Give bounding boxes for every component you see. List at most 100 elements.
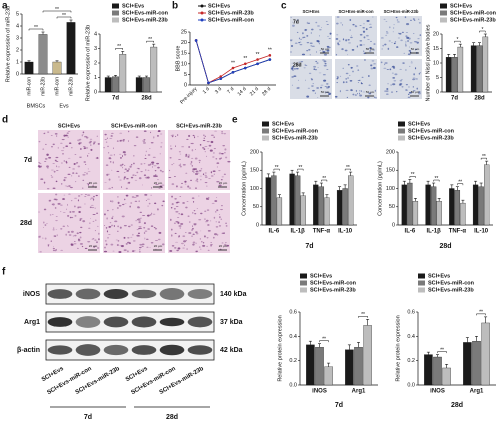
cell [175, 205, 179, 207]
cell [299, 41, 302, 43]
lane-label: SCI+Evs [41, 366, 66, 384]
y-tick-label: 50 [389, 204, 395, 210]
cell [72, 172, 75, 175]
cell [43, 133, 45, 135]
cell [158, 188, 161, 189]
cell [363, 50, 365, 52]
significance-bracket [273, 168, 280, 171]
cell [55, 160, 57, 162]
cell [52, 227, 55, 229]
legend-label: SCI+Evs [450, 3, 472, 9]
cell [409, 42, 413, 44]
cell [225, 225, 228, 227]
cell [291, 67, 294, 70]
cell [127, 140, 130, 142]
cell [351, 49, 355, 51]
cell [394, 73, 398, 76]
cell [391, 42, 393, 43]
legend-swatch [398, 128, 405, 134]
cell [140, 163, 143, 165]
cell [386, 87, 389, 91]
cell [202, 173, 205, 176]
cell [171, 245, 175, 247]
cell [121, 215, 125, 218]
significance-label: ** [268, 48, 272, 54]
blot-band [103, 316, 129, 328]
cell [46, 188, 50, 190]
y-axis-label: Number of Nissl positive bodies [425, 24, 431, 101]
cell [145, 150, 147, 153]
cell [370, 40, 372, 43]
cell [182, 235, 186, 237]
cell [383, 18, 386, 20]
cell [127, 182, 130, 184]
significance-bracket [437, 351, 447, 354]
cell [55, 229, 58, 230]
cell [302, 36, 304, 39]
cell [368, 75, 370, 77]
cell [201, 241, 203, 243]
cell [186, 248, 188, 250]
cell [225, 156, 228, 159]
cell [86, 183, 89, 185]
cell [369, 47, 372, 49]
cell [336, 34, 339, 36]
bar [306, 344, 315, 386]
significance-label: ** [34, 25, 38, 31]
cell [124, 168, 127, 170]
cell [337, 42, 339, 45]
cell [225, 222, 227, 224]
micrograph [103, 130, 165, 190]
cell [303, 67, 306, 69]
cell [202, 134, 205, 136]
point [256, 58, 259, 61]
cell [202, 241, 205, 244]
cell [44, 224, 47, 226]
cell [51, 146, 53, 148]
cell [104, 138, 107, 140]
chart-title: 7d [335, 402, 343, 409]
cell [176, 201, 180, 203]
cell [153, 227, 156, 229]
cell [407, 96, 411, 98]
cell [220, 204, 223, 207]
cell [224, 152, 226, 154]
y-tick-label: 4 [94, 31, 97, 37]
cell [119, 156, 122, 159]
cell [88, 227, 91, 229]
cell [400, 39, 403, 42]
cell [122, 166, 124, 169]
cell [65, 160, 67, 163]
cell [156, 135, 159, 137]
cell [179, 153, 182, 155]
cell [129, 165, 132, 168]
significance-label: ** [243, 56, 247, 62]
cell [220, 157, 222, 160]
cell [307, 22, 311, 25]
cell [370, 64, 373, 67]
cell [213, 173, 215, 175]
cell [151, 165, 153, 169]
cell [399, 79, 403, 82]
cell [109, 154, 113, 156]
cell [90, 148, 93, 151]
column-title: SCI+Evs-miR-con [111, 123, 158, 129]
cell [190, 157, 194, 159]
cell [352, 23, 355, 26]
cell [148, 148, 151, 149]
significance-bracket [42, 10, 72, 13]
cell [335, 53, 338, 56]
cell [195, 180, 198, 182]
cell [336, 82, 338, 84]
cell [161, 171, 164, 173]
x-tick-label: miR-23b [40, 77, 46, 96]
cell [132, 162, 135, 165]
cell [341, 24, 344, 26]
blot-band [159, 317, 185, 327]
cell [93, 142, 95, 144]
x-tick-label: iNOS [430, 389, 445, 395]
legend-label: SCI+Evs [408, 121, 430, 127]
micrograph [38, 130, 100, 190]
significance-label: ** [458, 180, 462, 186]
cell [195, 231, 198, 233]
